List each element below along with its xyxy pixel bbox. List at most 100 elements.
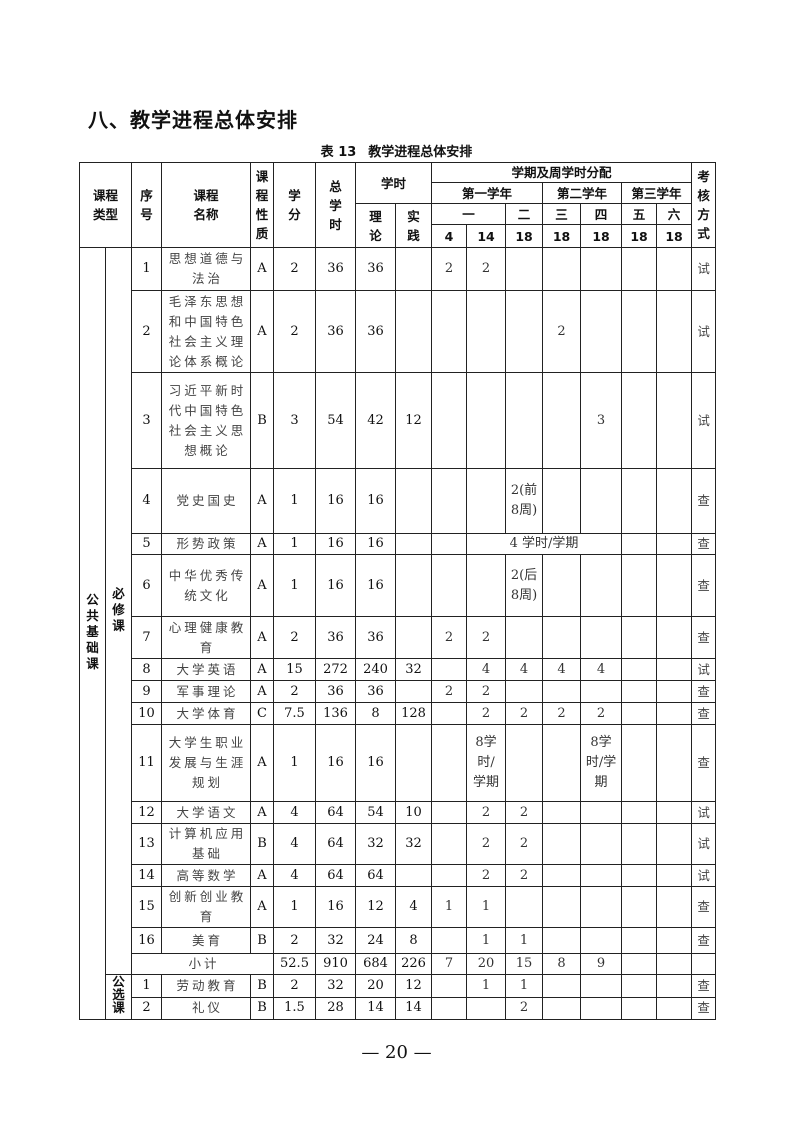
theory-cell: 16 — [355, 533, 396, 555]
semester-cell — [542, 886, 582, 928]
table-body: 公共基础课 必修课 1 思想道德与法治 A 2 36 36 2 2 试 2 毛泽东思想和中国特色社会主义… — [79, 247, 717, 1020]
theory-cell: 36 — [355, 680, 396, 703]
theory-cell: 16 — [355, 468, 396, 534]
semester-cell — [466, 372, 507, 469]
header-exam: 考核方式 — [691, 162, 717, 248]
semester-cell — [431, 996, 468, 1020]
semester-cell: 2 — [466, 801, 507, 824]
semester-cell — [431, 290, 468, 373]
semester-cell: 2 — [466, 702, 507, 725]
course-name-cell: 思想道德与法治 — [161, 247, 251, 291]
header-term-4: 四 — [580, 203, 623, 225]
semester-cell — [542, 974, 582, 998]
semester-cell — [656, 554, 693, 617]
semester-cell — [580, 996, 623, 1020]
semester-cell — [656, 724, 693, 802]
subtotal-credits: 52.5 — [273, 953, 316, 975]
seq-cell: 12 — [131, 801, 162, 824]
course-name-cell: 大学语文 — [161, 801, 251, 824]
credits-cell: 2 — [273, 247, 316, 291]
semester-cell — [621, 680, 658, 703]
table-row: 9 军事理论 A 2 36 36 2 2 查 — [80, 680, 717, 703]
total-hours-cell: 64 — [315, 823, 356, 865]
semester-cell: 2 — [542, 702, 582, 725]
credits-cell: 2 — [273, 927, 316, 954]
semester-cell: 1 — [466, 974, 507, 998]
course-name-cell: 大学生职业发展与生涯规划 — [161, 724, 251, 802]
header-year-1: 第一学年 — [431, 182, 544, 204]
practice-cell: 4 — [394, 886, 433, 928]
practice-cell — [394, 533, 433, 555]
header-year-3: 第三学年 — [621, 182, 693, 204]
nature-cell: A — [250, 724, 274, 802]
semester-span-cell: 4 学时/学期 — [466, 533, 623, 555]
practice-cell: 128 — [394, 702, 433, 725]
semester-cell: 2 — [466, 823, 507, 865]
semester-cell — [621, 372, 658, 469]
subtotal-semester-cell: 20 — [466, 953, 507, 975]
credits-cell: 7.5 — [273, 702, 316, 725]
semester-cell — [542, 468, 582, 534]
credits-cell: 2 — [273, 974, 316, 998]
semester-cell — [656, 864, 693, 887]
semester-cell — [542, 996, 582, 1020]
header-weeks: 18 — [505, 224, 544, 248]
credits-cell: 1 — [273, 554, 316, 617]
page-number: — 20 — — [361, 1042, 432, 1063]
semester-cell: 2 — [580, 702, 623, 725]
table-row: 2 毛泽东思想和中国特色社会主义理论体系概论 A 2 36 36 2 试 — [80, 290, 717, 373]
course-name-cell: 创新创业教育 — [161, 886, 251, 928]
theory-cell: 20 — [355, 974, 396, 998]
semester-cell — [542, 864, 582, 887]
practice-cell: 14 — [394, 996, 433, 1020]
table-row: 7 心理健康教育 A 2 36 36 2 2 查 — [80, 616, 717, 659]
semester-cell — [431, 533, 468, 555]
semester-cell — [505, 616, 544, 659]
total-hours-cell: 36 — [315, 290, 356, 373]
header-weeks: 18 — [580, 224, 623, 248]
semester-cell — [505, 886, 544, 928]
table-row: 8 大学英语 A 15 272 240 32 4 4 4 4 试 — [80, 658, 717, 681]
header-term-1: 一 — [431, 203, 507, 225]
semester-cell — [580, 801, 623, 824]
semester-cell — [542, 823, 582, 865]
header-hours: 学时 — [354, 162, 433, 204]
semester-cell — [542, 247, 582, 291]
exam-cell: 查 — [691, 927, 717, 954]
header-year-2: 第二学年 — [542, 182, 623, 204]
semester-cell — [431, 801, 468, 824]
semester-cell: 2 — [466, 616, 507, 659]
semester-cell — [656, 886, 693, 928]
semester-cell — [542, 801, 582, 824]
nature-cell: A — [250, 554, 274, 617]
nature-cell: A — [250, 680, 274, 703]
semester-cell — [542, 724, 582, 802]
nature-cell: B — [250, 927, 274, 954]
teaching-schedule-table: 课程类型 序号 课程名称 课程性质 学分 总学时 学时 学期及周学时分配 考核方… — [79, 162, 717, 1020]
total-hours-cell: 32 — [315, 927, 356, 954]
semester-cell — [656, 823, 693, 865]
practice-cell — [394, 724, 433, 802]
header-term-5: 五 — [621, 203, 658, 225]
nature-cell: A — [250, 247, 274, 291]
course-name-cell: 高等数学 — [161, 864, 251, 887]
semester-cell — [656, 680, 693, 703]
semester-cell — [466, 996, 507, 1020]
semester-cell — [621, 886, 658, 928]
course-name-cell: 军事理论 — [161, 680, 251, 703]
nature-cell: B — [250, 996, 274, 1020]
caption-title: 教学进程总体安排 — [368, 145, 473, 160]
exam-cell: 查 — [691, 616, 717, 659]
subtotal-semester-cell: 15 — [505, 953, 544, 975]
semester-cell — [621, 801, 658, 824]
total-hours-cell: 16 — [315, 724, 356, 802]
credits-cell: 4 — [273, 823, 316, 865]
exam-cell: 查 — [691, 533, 717, 555]
credits-cell: 4 — [273, 864, 316, 887]
nature-cell: A — [250, 864, 274, 887]
table-row: 10 大学体育 C 7.5 136 8 128 2 2 2 2 查 — [80, 702, 717, 725]
seq-cell: 4 — [131, 468, 162, 534]
semester-cell — [431, 372, 468, 469]
course-name-cell: 计算机应用基础 — [161, 823, 251, 865]
header-course-type: 课程类型 — [79, 162, 132, 248]
